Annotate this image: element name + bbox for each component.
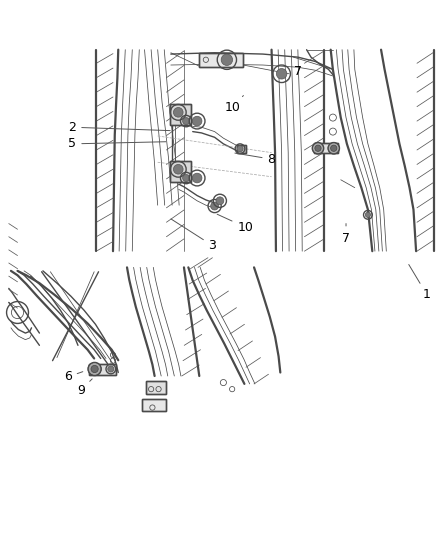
Circle shape [108,366,114,372]
Circle shape [183,118,190,125]
Bar [89,364,116,375]
Text: 10: 10 [217,214,253,233]
Bar [142,399,166,411]
Circle shape [183,174,190,182]
Circle shape [328,142,339,154]
Bar [142,399,166,411]
Circle shape [173,108,183,117]
Bar [146,381,166,393]
Bar [170,103,191,125]
Bar [237,145,246,152]
Text: 2: 2 [68,120,170,134]
Text: 7: 7 [287,65,302,81]
Circle shape [237,146,243,152]
Circle shape [216,197,224,205]
Bar [89,364,116,375]
Text: 3: 3 [171,219,216,252]
Text: 10: 10 [224,95,244,115]
Text: 1: 1 [409,264,431,302]
Bar [170,103,191,125]
Bar [314,142,338,154]
Bar [314,142,338,154]
Text: 5: 5 [68,138,166,150]
Circle shape [221,54,233,66]
Bar [170,160,191,182]
Text: 6: 6 [64,370,83,383]
Circle shape [331,145,337,151]
Bar [146,381,166,393]
Text: 8: 8 [235,152,276,166]
Circle shape [315,145,321,151]
Bar [170,160,191,182]
Bar [199,53,243,67]
Text: 7: 7 [342,223,350,245]
Circle shape [91,366,98,373]
Bar [237,145,246,152]
Circle shape [276,69,287,79]
Circle shape [88,362,101,376]
Circle shape [211,202,219,210]
Circle shape [312,142,324,154]
Circle shape [365,212,371,217]
Circle shape [192,116,202,126]
Text: 9: 9 [77,379,92,397]
Circle shape [192,173,202,183]
Bar [199,53,243,67]
Circle shape [173,165,183,174]
